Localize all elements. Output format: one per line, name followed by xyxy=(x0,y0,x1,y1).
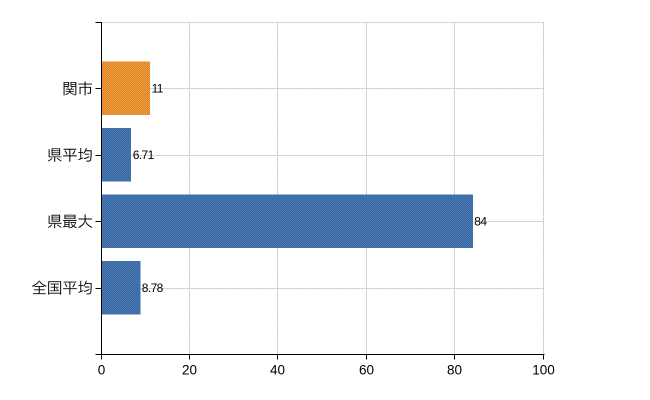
svg-text:60: 60 xyxy=(359,363,374,378)
svg-text:20: 20 xyxy=(182,363,197,378)
svg-text:100: 100 xyxy=(532,363,555,378)
svg-text:11: 11 xyxy=(152,82,164,96)
svg-text:84: 84 xyxy=(474,214,487,228)
svg-text:8.78: 8.78 xyxy=(142,281,164,295)
svg-text:6.71: 6.71 xyxy=(133,148,155,162)
svg-text:80: 80 xyxy=(447,363,462,378)
svg-text:0: 0 xyxy=(98,363,106,378)
svg-text:40: 40 xyxy=(270,363,285,378)
